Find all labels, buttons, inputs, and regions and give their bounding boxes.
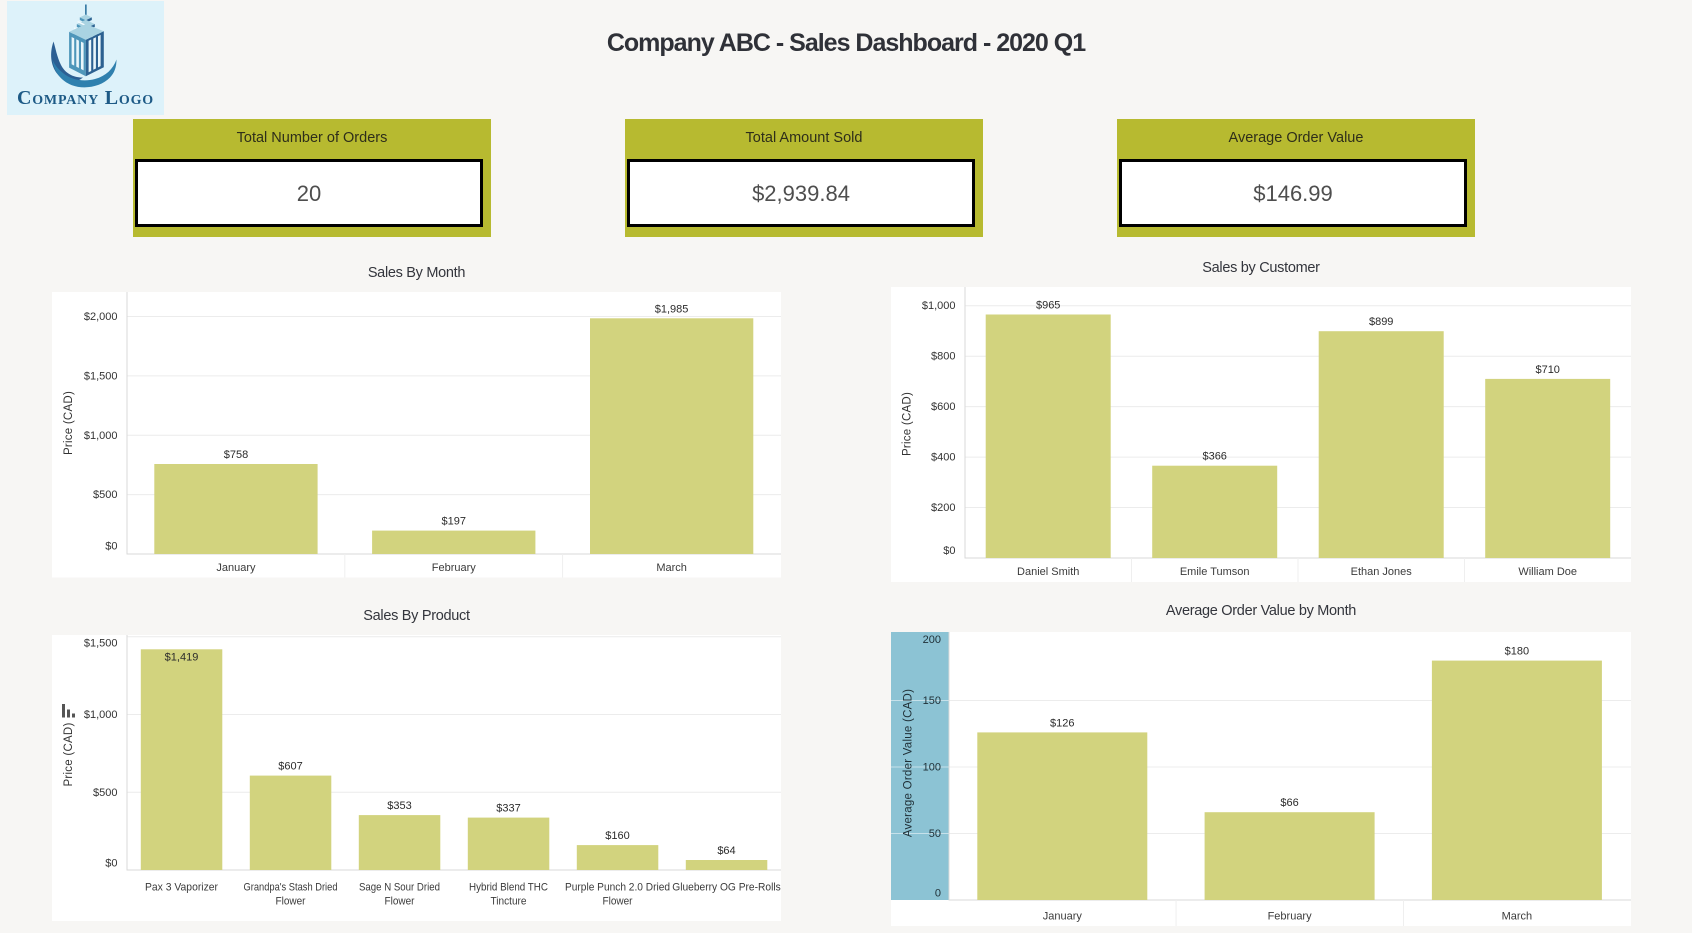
svg-text:$607: $607 <box>278 761 302 773</box>
svg-text:Company Logo: Company Logo <box>17 87 154 109</box>
svg-text:Grandpa's Stash Dried: Grandpa's Stash Dried <box>244 881 338 893</box>
svg-text:$180: $180 <box>1505 646 1529 658</box>
svg-text:January: January <box>1043 910 1083 922</box>
svg-text:$965: $965 <box>1036 300 1060 312</box>
svg-text:$899: $899 <box>1369 316 1393 328</box>
svg-text:$0: $0 <box>105 541 117 553</box>
svg-text:$1,419: $1,419 <box>165 651 199 663</box>
svg-text:$1,000: $1,000 <box>84 430 118 442</box>
svg-text:$500: $500 <box>93 489 117 501</box>
svg-text:$126: $126 <box>1050 717 1074 729</box>
svg-text:Purple Punch 2.0 Dried: Purple Punch 2.0 Dried <box>565 881 670 893</box>
svg-text:$1,000: $1,000 <box>922 300 956 312</box>
svg-text:$758: $758 <box>224 449 248 461</box>
svg-text:$1,500: $1,500 <box>84 370 118 382</box>
svg-text:Flower: Flower <box>603 895 633 907</box>
svg-text:$160: $160 <box>605 830 629 842</box>
svg-text:$0: $0 <box>105 858 117 870</box>
svg-text:$66: $66 <box>1280 797 1298 809</box>
svg-text:$353: $353 <box>387 800 411 812</box>
svg-text:William Doe: William Doe <box>1518 566 1577 578</box>
svg-text:Price (CAD): Price (CAD) <box>63 391 75 455</box>
svg-text:$366: $366 <box>1202 451 1226 463</box>
svg-text:Daniel Smith: Daniel Smith <box>1017 566 1079 578</box>
svg-text:$1,000: $1,000 <box>84 709 118 721</box>
svg-text:February: February <box>432 562 477 574</box>
svg-text:Average Order Value (CAD): Average Order Value (CAD) <box>903 689 915 837</box>
svg-text:$1,985: $1,985 <box>655 303 689 315</box>
svg-text:February: February <box>1268 910 1313 922</box>
svg-text:Glueberry OG Pre-Rolls: Glueberry OG Pre-Rolls <box>672 881 781 893</box>
svg-text:Flower: Flower <box>276 895 306 907</box>
svg-text:Pax 3 Vaporizer: Pax 3 Vaporizer <box>145 881 218 893</box>
svg-text:$600: $600 <box>931 401 955 413</box>
svg-text:March: March <box>1502 910 1533 922</box>
svg-text:$337: $337 <box>496 803 520 815</box>
svg-text:Flower: Flower <box>385 895 415 907</box>
svg-text:Emile Tumson: Emile Tumson <box>1180 566 1250 578</box>
svg-text:$500: $500 <box>93 787 117 799</box>
svg-text:Ethan Jones: Ethan Jones <box>1351 566 1413 578</box>
svg-text:$0: $0 <box>943 545 955 557</box>
svg-text:January: January <box>216 562 256 574</box>
svg-text:$200: $200 <box>931 502 955 514</box>
svg-text:Hybrid Blend THC: Hybrid Blend THC <box>469 881 548 893</box>
svg-text:Tincture: Tincture <box>491 895 527 907</box>
svg-text:Price (CAD): Price (CAD) <box>63 722 75 786</box>
svg-text:$400: $400 <box>931 452 955 464</box>
svg-text:150: 150 <box>923 695 941 707</box>
svg-text:March: March <box>656 562 687 574</box>
svg-text:$197: $197 <box>442 516 466 528</box>
svg-text:$710: $710 <box>1535 364 1559 376</box>
svg-text:200: 200 <box>923 634 941 646</box>
svg-text:$1,500: $1,500 <box>84 638 118 650</box>
svg-text:Sage N Sour Dried: Sage N Sour Dried <box>359 881 440 893</box>
svg-text:0: 0 <box>935 888 941 900</box>
svg-text:50: 50 <box>929 828 941 840</box>
svg-text:Price (CAD): Price (CAD) <box>902 392 914 456</box>
svg-text:$800: $800 <box>931 351 955 363</box>
svg-text:100: 100 <box>923 762 941 774</box>
svg-text:$2,000: $2,000 <box>84 311 118 323</box>
svg-text:$64: $64 <box>717 845 735 857</box>
